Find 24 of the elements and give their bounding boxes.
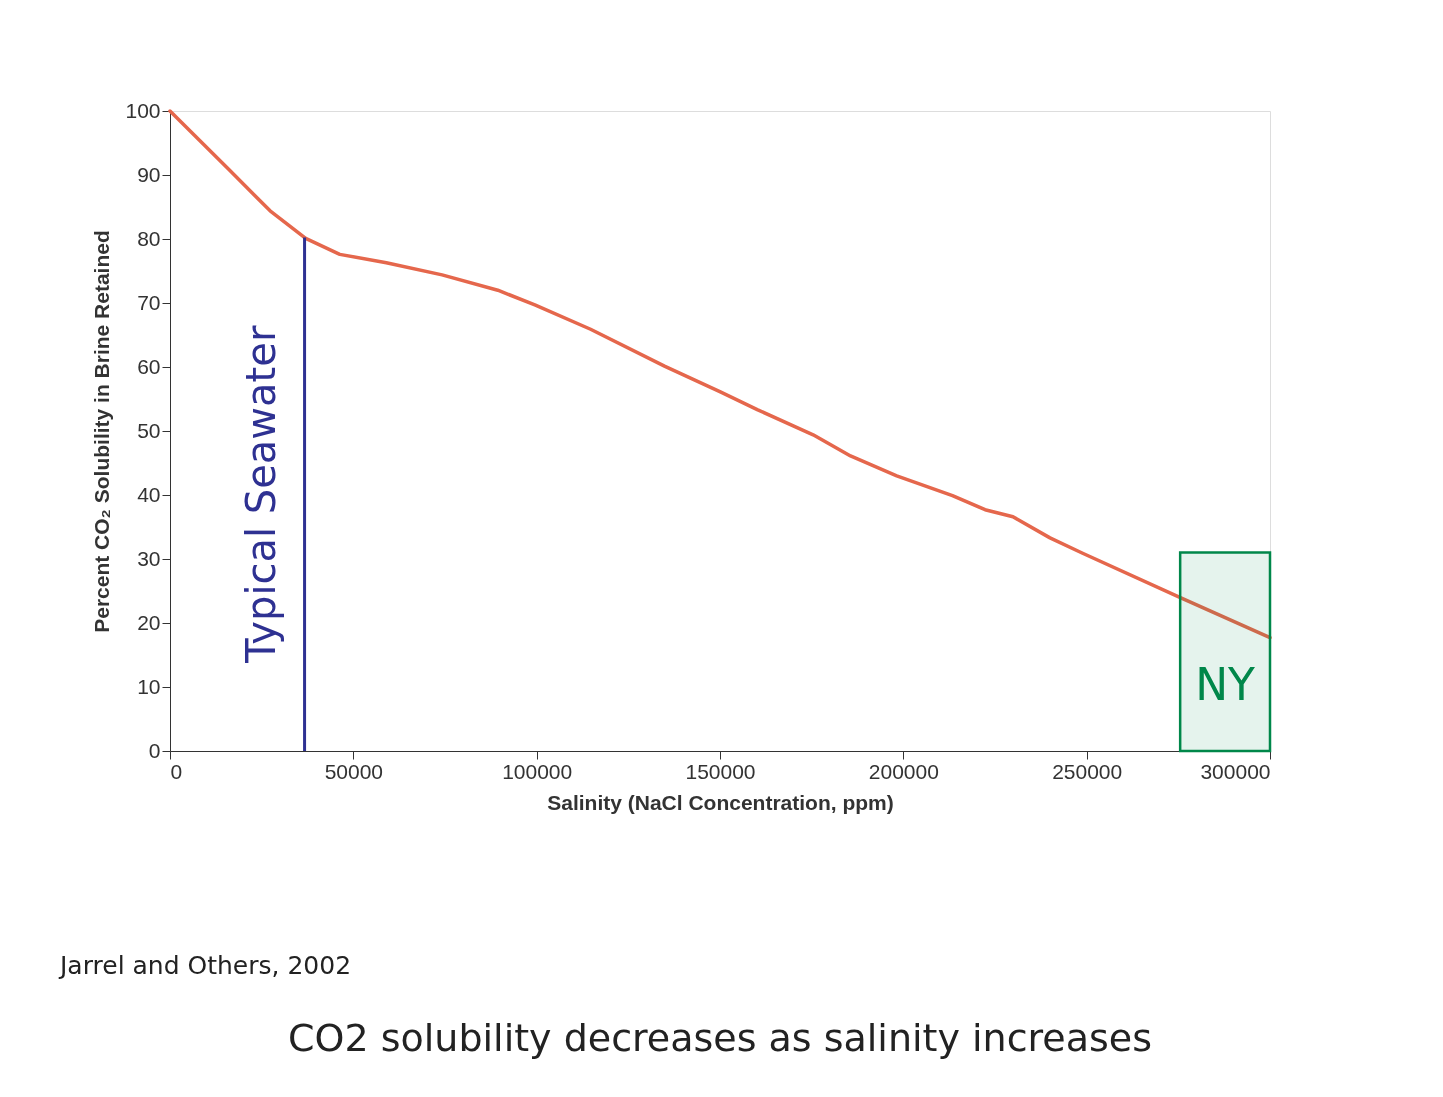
y-tick-label: 60 xyxy=(137,354,161,378)
y-tick-label: 30 xyxy=(137,546,161,570)
x-tick-label: 50000 xyxy=(324,759,384,783)
x-tick-label: 300000 xyxy=(1200,759,1271,783)
band-label: NY xyxy=(1195,659,1256,710)
y-tick-label: 0 xyxy=(148,738,161,762)
y-tick-label: 80 xyxy=(137,226,161,250)
x-tick-label: 200000 xyxy=(868,759,939,783)
x-tick-label: 0 xyxy=(170,759,183,783)
y-tick-label: 50 xyxy=(137,418,161,442)
y-tick-label: 100 xyxy=(125,98,161,122)
y-tick-label: 40 xyxy=(137,482,161,506)
y-tick-label: 20 xyxy=(137,610,161,634)
x-axis-title: Salinity (NaCl Concentration, ppm) xyxy=(547,790,894,814)
x-tick-label: 250000 xyxy=(1052,759,1123,783)
y-tick-label: 70 xyxy=(137,290,161,314)
text: CO2 solubility decreases as salinity increases xyxy=(288,1016,1152,1060)
text: Jarrel and Others, 2002 xyxy=(58,951,352,980)
y-tick-label: 90 xyxy=(137,162,161,186)
ref-line-label: Typical Seawater xyxy=(237,325,284,664)
y-tick-label: 10 xyxy=(137,674,161,698)
y-axis-title: Percent CO₂ Solubility in Brine Retained xyxy=(90,230,114,633)
x-tick-label: 100000 xyxy=(502,759,573,783)
x-tick-label: 150000 xyxy=(685,759,756,783)
